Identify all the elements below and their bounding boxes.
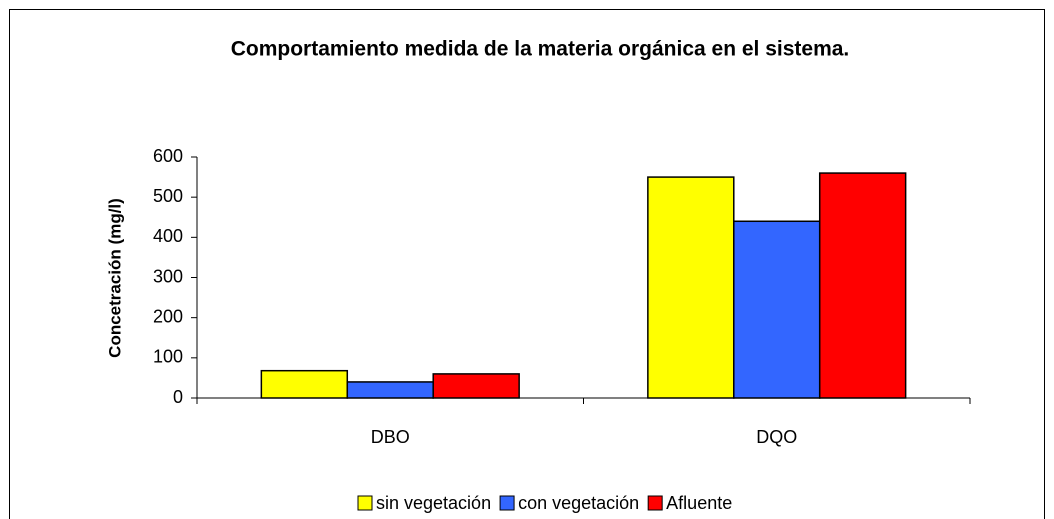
legend-label: sin vegetación bbox=[376, 493, 491, 513]
legend-swatch bbox=[499, 495, 515, 511]
y-tick-label: 400 bbox=[153, 226, 183, 246]
x-tick-label: DBO bbox=[371, 427, 410, 447]
y-tick-label: 300 bbox=[153, 266, 183, 286]
x-tick-label: DQO bbox=[756, 427, 797, 447]
legend-label: con vegetación bbox=[518, 493, 639, 513]
y-tick-label: 0 bbox=[173, 387, 183, 407]
bar bbox=[647, 176, 735, 399]
legend-swatch bbox=[647, 495, 663, 511]
y-tick-label: 100 bbox=[153, 347, 183, 367]
bar bbox=[432, 373, 520, 399]
legend-swatch bbox=[357, 495, 373, 511]
bar bbox=[818, 172, 907, 399]
chart-title: Comportamiento medida de la materia orgá… bbox=[231, 38, 850, 61]
y-tick-label: 600 bbox=[153, 146, 183, 166]
y-tick-label: 500 bbox=[153, 186, 183, 206]
bar bbox=[346, 381, 434, 399]
y-axis-label: Concetración (mg/l) bbox=[105, 198, 124, 358]
y-tick-label: 200 bbox=[153, 306, 183, 326]
bar bbox=[260, 369, 349, 399]
bar bbox=[733, 220, 821, 399]
legend-label: Afluente bbox=[666, 493, 732, 513]
